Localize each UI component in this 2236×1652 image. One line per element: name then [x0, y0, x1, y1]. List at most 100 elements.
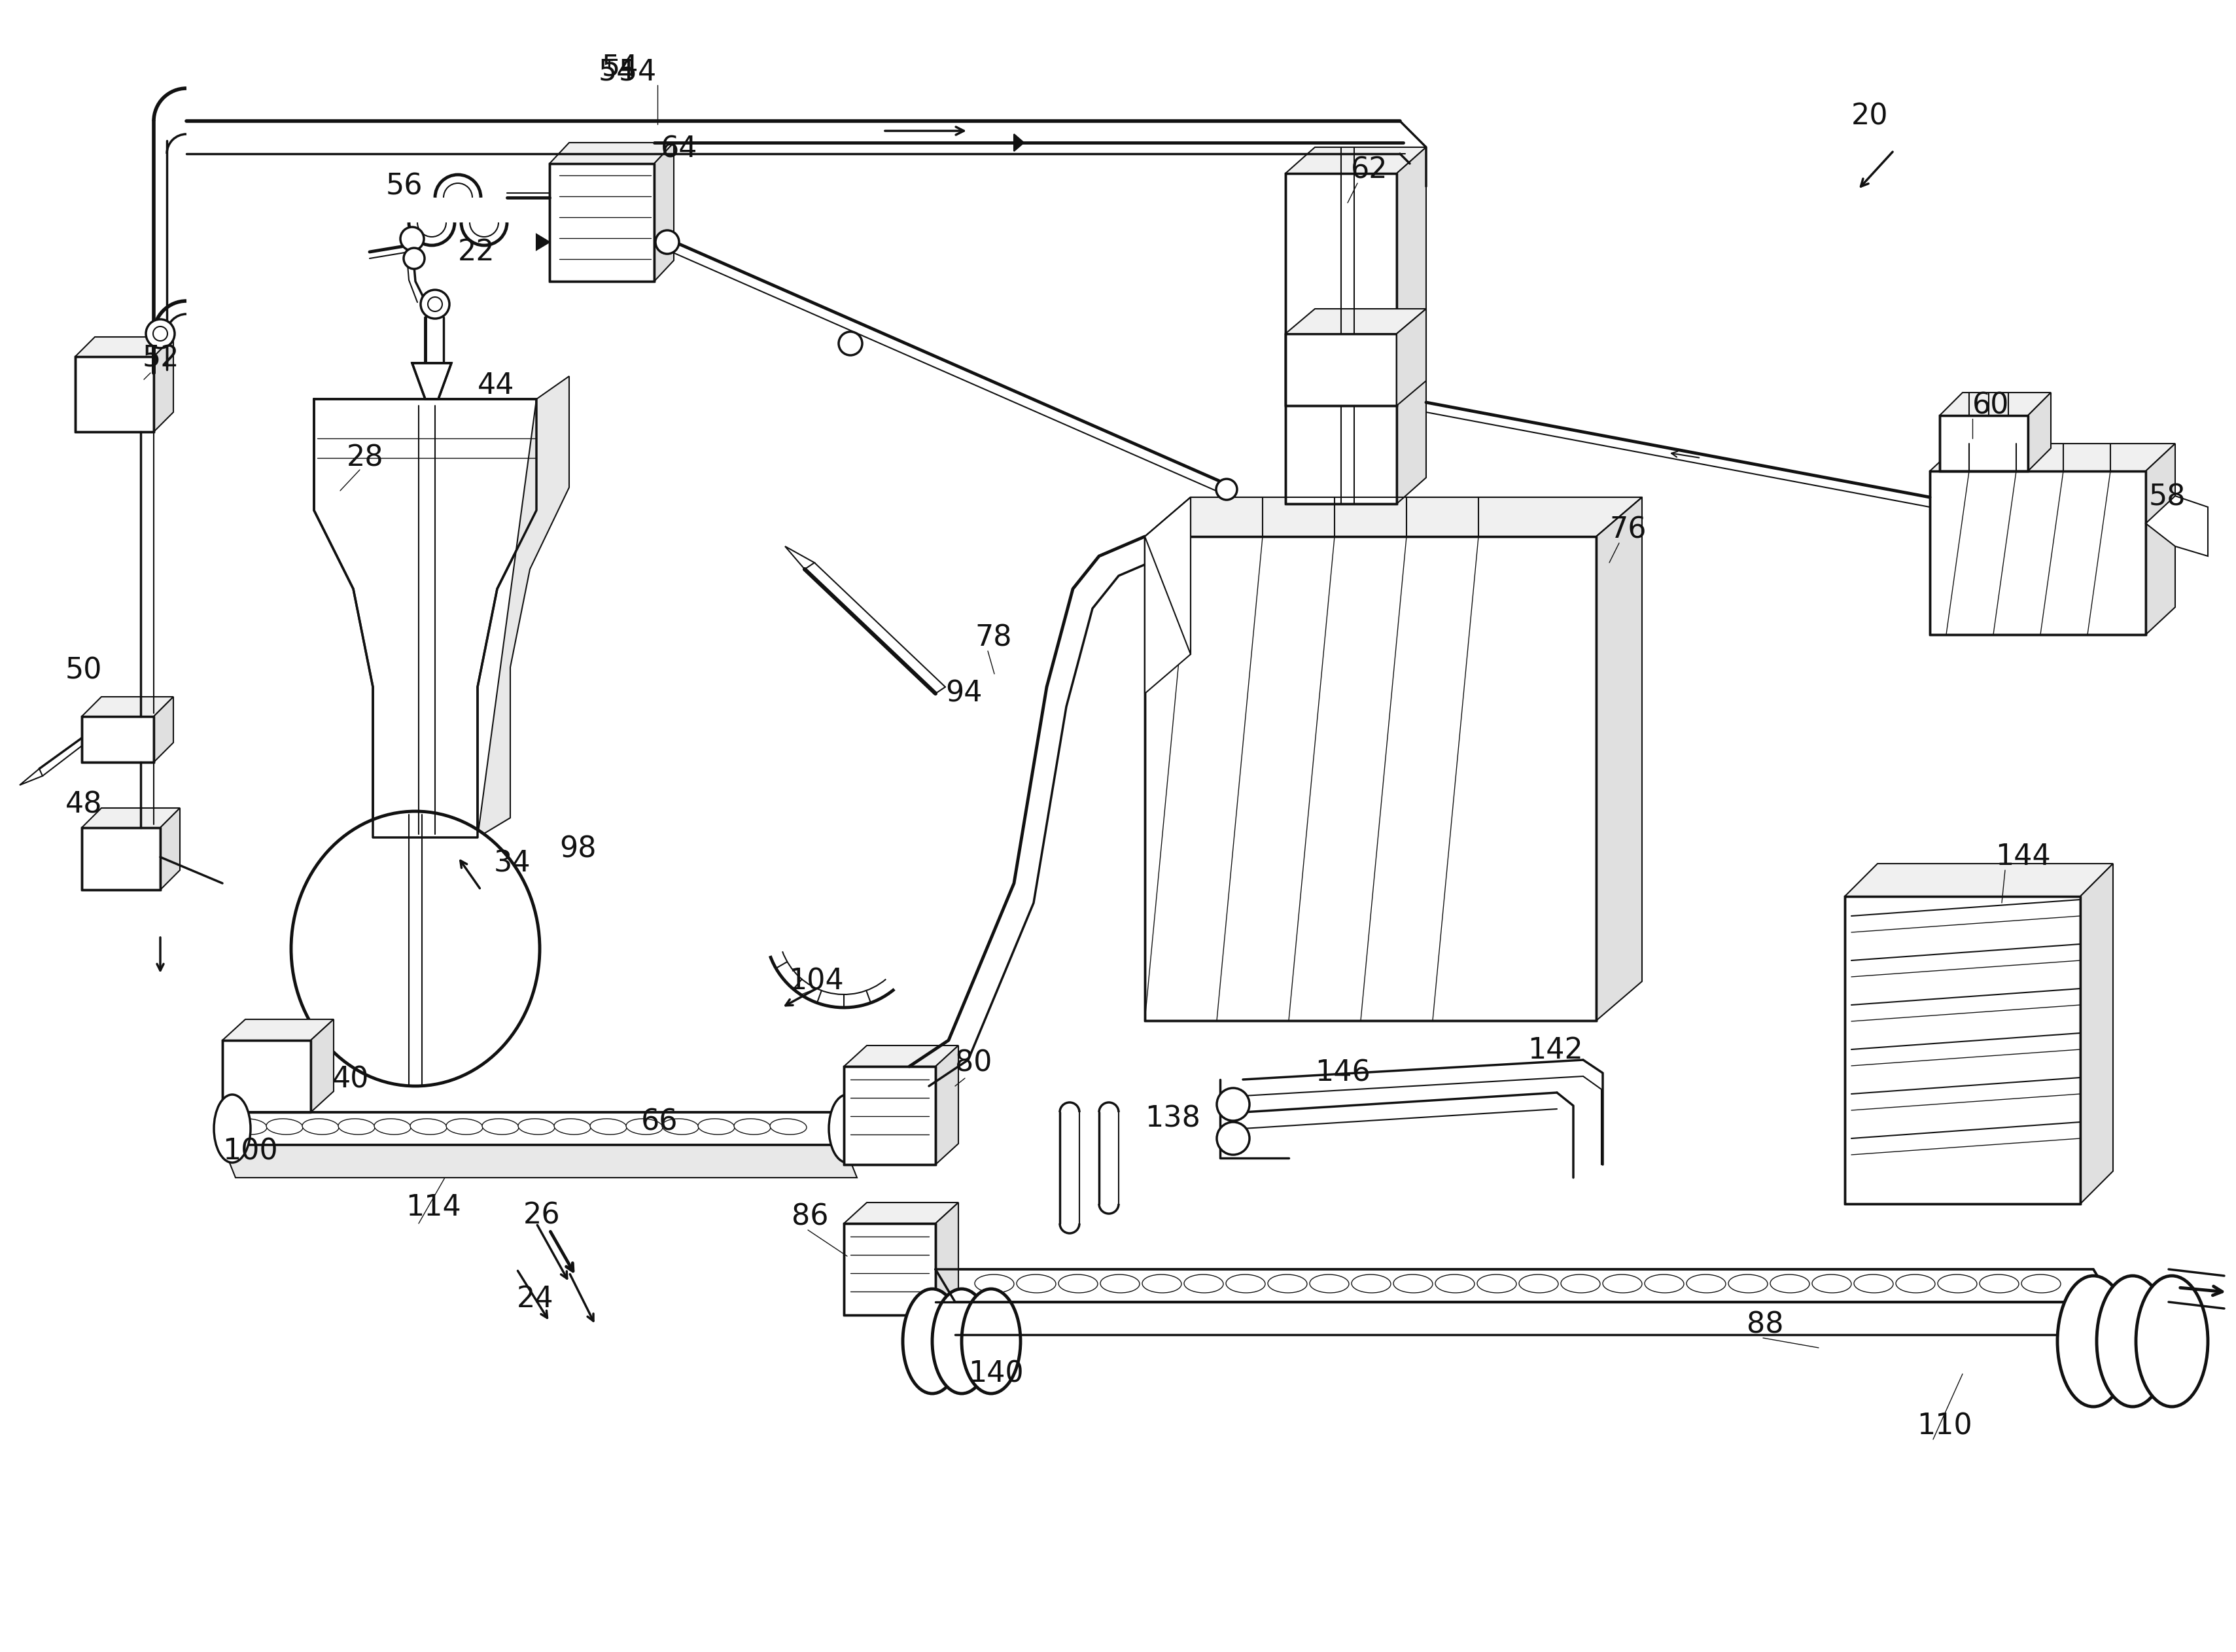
Polygon shape — [83, 697, 174, 717]
Polygon shape — [1013, 134, 1024, 150]
Ellipse shape — [215, 1095, 250, 1163]
Circle shape — [400, 226, 425, 251]
Polygon shape — [843, 1067, 935, 1165]
Ellipse shape — [409, 1118, 447, 1135]
Circle shape — [1216, 1089, 1250, 1120]
Polygon shape — [550, 164, 655, 281]
Ellipse shape — [1603, 1274, 1641, 1294]
Polygon shape — [83, 828, 161, 890]
Polygon shape — [1286, 147, 1427, 173]
Polygon shape — [843, 1046, 959, 1067]
Ellipse shape — [1854, 1274, 1894, 1294]
Text: 64: 64 — [660, 135, 698, 164]
Ellipse shape — [555, 1118, 590, 1135]
Ellipse shape — [373, 1118, 411, 1135]
Polygon shape — [1286, 309, 1427, 334]
Polygon shape — [20, 768, 42, 785]
Text: 80: 80 — [955, 1049, 993, 1077]
Ellipse shape — [2097, 1275, 2169, 1406]
Ellipse shape — [662, 1118, 698, 1135]
Polygon shape — [550, 142, 673, 164]
Ellipse shape — [932, 1289, 991, 1394]
Text: 40: 40 — [333, 1066, 369, 1094]
Polygon shape — [1397, 147, 1427, 504]
Ellipse shape — [302, 1118, 340, 1135]
Text: 52: 52 — [143, 345, 179, 373]
Text: 142: 142 — [1527, 1036, 1583, 1064]
Ellipse shape — [1058, 1274, 1098, 1294]
Ellipse shape — [626, 1118, 662, 1135]
Polygon shape — [221, 1112, 856, 1145]
Text: 48: 48 — [65, 791, 103, 819]
Ellipse shape — [590, 1118, 626, 1135]
Ellipse shape — [2021, 1274, 2062, 1294]
Text: 98: 98 — [559, 836, 597, 864]
Ellipse shape — [733, 1118, 771, 1135]
Ellipse shape — [1436, 1274, 1474, 1294]
Polygon shape — [161, 808, 179, 890]
Polygon shape — [1286, 173, 1397, 504]
Polygon shape — [154, 337, 174, 431]
Ellipse shape — [1310, 1274, 1348, 1294]
Text: 50: 50 — [65, 656, 103, 684]
Text: 78: 78 — [975, 624, 1011, 653]
Text: 138: 138 — [1145, 1105, 1201, 1133]
Polygon shape — [411, 363, 452, 400]
Text: 76: 76 — [1610, 515, 1646, 544]
Text: 140: 140 — [968, 1360, 1024, 1388]
Text: 54: 54 — [601, 53, 639, 81]
Text: 104: 104 — [789, 968, 843, 996]
Polygon shape — [1286, 334, 1397, 406]
Circle shape — [420, 289, 449, 319]
Text: 146: 146 — [1315, 1059, 1371, 1087]
Ellipse shape — [447, 1118, 483, 1135]
Ellipse shape — [1728, 1274, 1769, 1294]
Polygon shape — [154, 697, 174, 762]
Polygon shape — [1397, 309, 1427, 406]
Polygon shape — [843, 1224, 935, 1315]
Ellipse shape — [291, 811, 539, 1085]
Text: 34: 34 — [494, 849, 530, 877]
Text: 86: 86 — [792, 1203, 830, 1231]
Polygon shape — [1939, 393, 2050, 415]
Text: 144: 144 — [1995, 843, 2050, 871]
Circle shape — [427, 297, 443, 312]
Polygon shape — [76, 337, 174, 357]
Ellipse shape — [1979, 1274, 2019, 1294]
Circle shape — [1216, 1122, 1250, 1155]
Polygon shape — [83, 808, 179, 828]
Polygon shape — [2147, 496, 2207, 557]
Polygon shape — [2079, 864, 2113, 1204]
Polygon shape — [313, 400, 537, 838]
Polygon shape — [76, 357, 154, 431]
Ellipse shape — [1100, 1274, 1140, 1294]
Polygon shape — [1930, 444, 2176, 471]
Ellipse shape — [519, 1118, 555, 1135]
Polygon shape — [843, 1203, 959, 1224]
Circle shape — [145, 319, 174, 349]
Ellipse shape — [266, 1118, 302, 1135]
Ellipse shape — [1185, 1274, 1223, 1294]
Polygon shape — [311, 1019, 333, 1112]
Text: 88: 88 — [1746, 1310, 1784, 1338]
Text: 58: 58 — [2149, 482, 2187, 512]
Polygon shape — [1845, 864, 2113, 897]
Ellipse shape — [830, 1095, 865, 1163]
Ellipse shape — [483, 1118, 519, 1135]
Ellipse shape — [1686, 1274, 1726, 1294]
Circle shape — [655, 230, 680, 254]
Polygon shape — [1845, 897, 2079, 1204]
Ellipse shape — [1561, 1274, 1601, 1294]
Polygon shape — [785, 547, 814, 570]
Text: 28: 28 — [347, 444, 385, 472]
Polygon shape — [1939, 415, 2028, 471]
Text: 24: 24 — [517, 1285, 555, 1313]
Text: 44: 44 — [479, 372, 514, 400]
Polygon shape — [2147, 444, 2176, 634]
Text: 110: 110 — [1916, 1412, 1972, 1441]
Ellipse shape — [975, 1274, 1013, 1294]
Ellipse shape — [1518, 1274, 1558, 1294]
Ellipse shape — [1939, 1274, 1977, 1294]
Ellipse shape — [2057, 1275, 2129, 1406]
Text: 62: 62 — [1351, 155, 1389, 183]
